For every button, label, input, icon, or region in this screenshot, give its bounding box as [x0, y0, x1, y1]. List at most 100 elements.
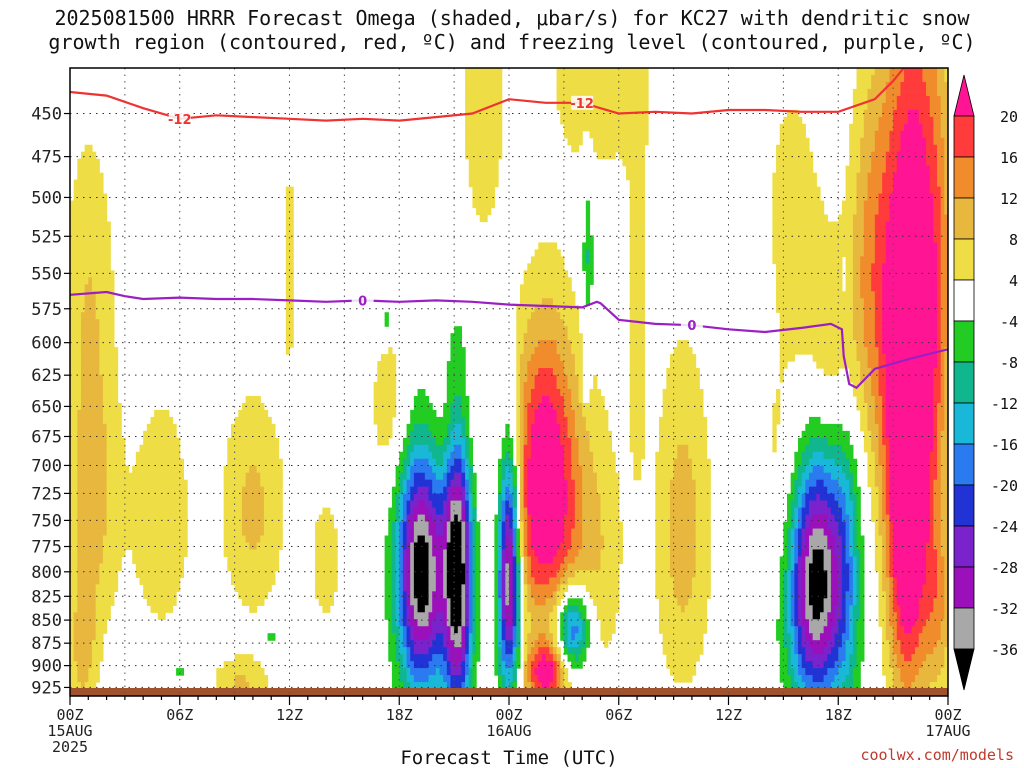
omega-cell [106, 486, 188, 495]
omega-cell [937, 340, 942, 348]
omega-cell [519, 354, 532, 362]
omega-cell [933, 514, 942, 523]
omega-cell [223, 479, 247, 488]
omega-cell [505, 633, 514, 641]
omega-cell [896, 626, 905, 634]
omega-cell [410, 556, 415, 565]
omega-cell [527, 528, 532, 537]
omega-cell [80, 319, 100, 327]
omega-cell [787, 528, 792, 537]
omega-cell [585, 235, 594, 244]
omega-cell [450, 668, 463, 676]
omega-cell [384, 570, 393, 578]
omega-cell [937, 451, 942, 460]
omega-cell [315, 556, 338, 565]
omega-cell [99, 347, 119, 355]
omega-cell [805, 486, 810, 495]
omega-cell [395, 465, 404, 474]
omega-cell [600, 500, 620, 509]
omega-cell [849, 123, 865, 132]
omega-cell [399, 507, 404, 516]
omega-cell [424, 605, 433, 613]
omega-cell [779, 668, 788, 676]
omega-cell [812, 556, 825, 565]
omega-cell [582, 507, 602, 516]
omega-cell [827, 584, 832, 592]
omega-cell [549, 626, 558, 634]
omega-cell [926, 577, 938, 585]
omega-cell [468, 619, 474, 627]
omega-cell [604, 640, 609, 648]
omega-cell [468, 682, 474, 690]
omega-cell [926, 137, 934, 146]
omega-cell [395, 640, 400, 648]
omega-cell [443, 528, 448, 537]
omega-cell [783, 535, 788, 544]
omega-cell [516, 528, 521, 537]
omega-cell [446, 444, 455, 453]
omega-cell [527, 661, 532, 669]
omega-cell [227, 444, 280, 453]
omega-cell [472, 640, 477, 648]
omega-cell [944, 165, 948, 174]
omega-cell [443, 577, 448, 585]
omega-cell [798, 570, 803, 578]
omega-cell [658, 605, 682, 613]
omega-cell [585, 298, 591, 306]
omega-cell [790, 563, 795, 571]
omega-cell [845, 535, 850, 544]
omega-cell [882, 668, 894, 676]
omega-cell [70, 591, 78, 599]
omega-cell [658, 430, 708, 439]
omega-cell [655, 528, 671, 537]
omega-cell [633, 458, 642, 467]
omega-cell [223, 472, 247, 481]
omega-cell [937, 591, 945, 599]
omega-cell [940, 130, 948, 139]
omega-cell [498, 654, 503, 662]
omega-cell [669, 570, 697, 578]
omega-cell [937, 256, 942, 264]
omega-cell [95, 626, 108, 634]
omega-cell [845, 598, 854, 606]
omega-cell [538, 633, 547, 641]
omega-cell [790, 682, 799, 690]
omega-cell [545, 654, 554, 662]
omega-cell [534, 640, 550, 648]
omega-cell [896, 661, 923, 669]
omega-cell [516, 416, 521, 425]
omega-cell [465, 458, 470, 467]
omega-cell [889, 584, 894, 592]
omega-cell [933, 647, 945, 655]
omega-cell [805, 542, 810, 551]
omega-cell [882, 270, 938, 278]
omega-cell [516, 451, 521, 460]
omega-cell [867, 354, 880, 362]
omega-cell [227, 437, 280, 446]
omega-cell [563, 409, 576, 418]
omega-cell [505, 486, 510, 495]
omega-cell [402, 514, 408, 523]
omega-cell [794, 675, 803, 683]
omega-cell [885, 395, 934, 404]
omega-cell [838, 479, 850, 488]
omega-cell [285, 228, 294, 237]
omega-cell [604, 542, 624, 551]
omega-cell [929, 102, 942, 111]
omega-cell [476, 605, 481, 613]
omega-cell [432, 486, 444, 495]
omega-cell [794, 598, 799, 606]
omega-cell [494, 654, 499, 662]
omega-cell [787, 591, 792, 599]
omega-cell [779, 591, 784, 599]
omega-cell [783, 584, 788, 592]
omega-cell [772, 214, 828, 223]
omega-cell [863, 388, 872, 397]
omega-cell [944, 598, 948, 606]
omega-cell [589, 249, 594, 257]
omega-cell [937, 291, 942, 299]
omega-cell [889, 193, 934, 202]
omega-cell [99, 368, 119, 376]
omega-cell [830, 577, 839, 585]
omega-cell [845, 528, 850, 537]
